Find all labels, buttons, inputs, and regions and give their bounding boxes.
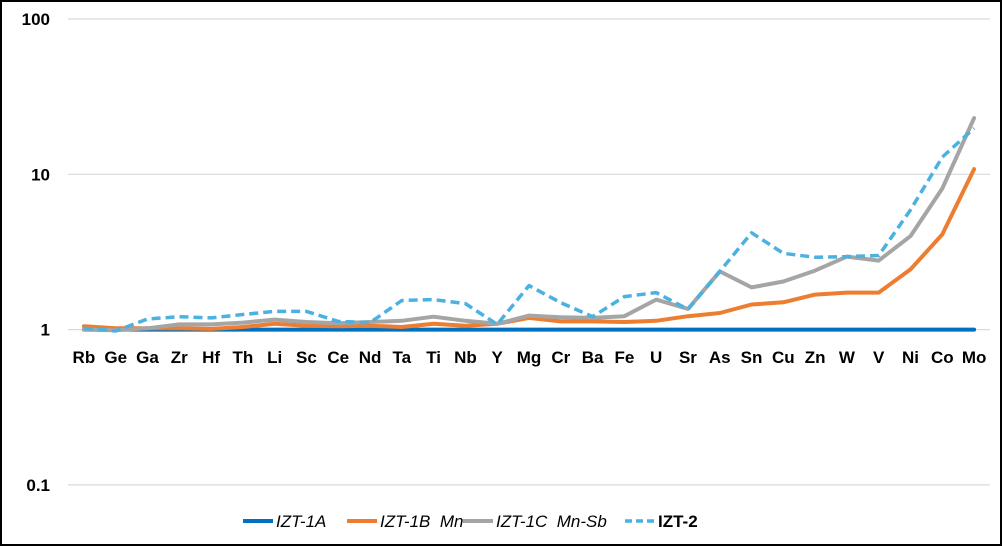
x-tick-label: Th xyxy=(232,348,253,367)
y-tick-label: 1 xyxy=(41,321,50,340)
x-tick-label: Mg xyxy=(517,348,542,367)
x-tick-label: Y xyxy=(492,348,504,367)
legend-label: IZT-1B Mn xyxy=(380,512,463,531)
x-tick-label: Ba xyxy=(582,348,604,367)
y-axis-labels: 100 10 1 0.1 xyxy=(22,10,50,495)
x-tick-label: Ni xyxy=(902,348,919,367)
x-tick-label: Cu xyxy=(772,348,795,367)
series-lines xyxy=(81,116,977,333)
x-tick-label: Cr xyxy=(551,348,570,367)
legend-label: IZT-1A xyxy=(276,512,326,531)
series-line-izt-1c-mn-sb xyxy=(81,116,977,333)
x-tick-label: Sn xyxy=(741,348,763,367)
x-tick-label: U xyxy=(650,348,662,367)
legend-label: IZT-1C Mn-Sb xyxy=(496,512,607,531)
x-tick-label: Ga xyxy=(136,348,159,367)
x-tick-label: Ce xyxy=(327,348,349,367)
x-tick-label: W xyxy=(839,348,856,367)
legend: IZT-1A IZT-1B Mn IZT-1C Mn-Sb IZT-2 xyxy=(243,512,698,531)
y-tick-label: 10 xyxy=(31,165,50,184)
x-tick-label: Hf xyxy=(202,348,220,367)
x-tick-label: Mo xyxy=(962,348,987,367)
y-tick-label: 100 xyxy=(22,10,50,29)
x-tick-label: Ta xyxy=(393,348,412,367)
y-tick-label: 0.1 xyxy=(26,476,50,495)
x-tick-label: Ti xyxy=(426,348,441,367)
x-tick-label: Sc xyxy=(296,348,317,367)
x-tick-label: Sr xyxy=(679,348,697,367)
series-line-izt-1b-mn xyxy=(81,167,977,331)
x-tick-label: Fe xyxy=(614,348,634,367)
legend-label: IZT-2 xyxy=(658,512,698,531)
x-tick-label: Li xyxy=(267,348,282,367)
x-tick-label: Zr xyxy=(171,348,188,367)
x-axis-labels: Rb Ge Ga Zr Hf Th Li Sc Ce Nd Ta Ti Nb Y Mg Cr Ba Fe U Sr As… xyxy=(73,348,987,367)
x-tick-label: V xyxy=(873,348,885,367)
x-tick-label: Nd xyxy=(359,348,382,367)
x-tick-label: Zn xyxy=(805,348,826,367)
gridlines xyxy=(68,18,990,486)
x-tick-label: Rb xyxy=(73,348,96,367)
x-tick-label: Co xyxy=(931,348,954,367)
x-tick-label: Nb xyxy=(454,348,477,367)
series-line-izt-2 xyxy=(83,126,976,333)
x-tick-label: As xyxy=(709,348,731,367)
x-tick-label: Ge xyxy=(104,348,127,367)
